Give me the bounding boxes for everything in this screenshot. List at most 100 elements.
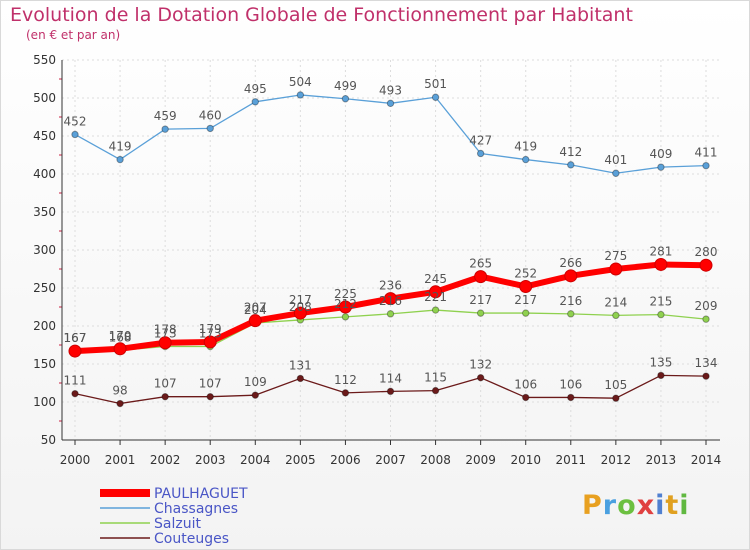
data-point-paulhaguet bbox=[338, 300, 352, 314]
data-label-chassagnes: 495 bbox=[244, 82, 267, 96]
data-point-chassagnes bbox=[431, 93, 440, 101]
data-point-salzuit bbox=[476, 309, 485, 317]
y-tick-label: 50 bbox=[41, 433, 56, 447]
data-point-salzuit bbox=[431, 306, 440, 314]
data-label-paulhaguet: 245 bbox=[424, 272, 447, 286]
data-label-couteuges: 109 bbox=[244, 375, 267, 389]
data-point-paulhaguet bbox=[203, 335, 217, 349]
data-label-chassagnes: 427 bbox=[469, 133, 492, 147]
data-point-couteuges bbox=[567, 393, 575, 402]
data-point-chassagnes bbox=[612, 169, 620, 177]
data-label-salzuit: 216 bbox=[559, 294, 582, 308]
data-label-chassagnes: 452 bbox=[64, 114, 87, 128]
x-tick-label: 2000 bbox=[60, 453, 91, 467]
x-tick-label: 2004 bbox=[240, 453, 271, 467]
data-point-couteuges bbox=[116, 399, 124, 408]
data-label-salzuit: 209 bbox=[695, 299, 718, 313]
data-point-chassagnes bbox=[161, 125, 169, 133]
data-label-couteuges: 115 bbox=[424, 371, 447, 385]
data-label-couteuges: 106 bbox=[514, 377, 537, 391]
x-tick-label: 2014 bbox=[691, 453, 722, 467]
chart-title: Evolution de la Dotation Globale de Fonc… bbox=[10, 4, 633, 26]
data-label-salzuit: 214 bbox=[604, 295, 627, 309]
data-label-chassagnes: 459 bbox=[154, 109, 177, 123]
data-label-paulhaguet: 225 bbox=[334, 287, 357, 301]
data-point-paulhaguet bbox=[248, 314, 262, 328]
x-tick-label: 2012 bbox=[601, 453, 632, 467]
data-point-chassagnes bbox=[71, 130, 79, 139]
x-tick-label: 2009 bbox=[465, 453, 496, 467]
data-label-salzuit: 208 bbox=[289, 300, 312, 314]
data-point-chassagnes bbox=[567, 161, 575, 169]
data-point-paulhaguet bbox=[474, 270, 488, 284]
logo-letter: i bbox=[655, 490, 666, 521]
data-point-couteuges bbox=[206, 392, 214, 401]
data-label-paulhaguet: 252 bbox=[514, 266, 537, 280]
data-point-paulhaguet bbox=[68, 344, 82, 358]
data-point-couteuges bbox=[476, 373, 485, 382]
data-point-salzuit bbox=[386, 310, 395, 318]
y-tick-label: 450 bbox=[33, 129, 56, 143]
y-tick-label: 200 bbox=[33, 319, 56, 333]
data-label-salzuit: 173 bbox=[154, 327, 177, 341]
logo-letter: o bbox=[617, 490, 637, 521]
data-point-salzuit bbox=[612, 311, 620, 320]
data-point-paulhaguet bbox=[113, 342, 127, 356]
data-point-couteuges bbox=[71, 389, 79, 398]
legend-label-couteuges: Couteuges bbox=[154, 531, 229, 547]
y-tick-label: 500 bbox=[33, 91, 56, 105]
data-label-salzuit: 173 bbox=[199, 327, 222, 341]
data-label-salzuit: 168 bbox=[109, 330, 132, 344]
data-point-chassagnes bbox=[702, 161, 710, 170]
data-point-paulhaguet bbox=[293, 306, 307, 320]
x-tick-label: 2007 bbox=[375, 453, 406, 467]
data-point-chassagnes bbox=[251, 98, 259, 106]
data-label-chassagnes: 412 bbox=[559, 145, 582, 159]
data-point-salzuit bbox=[522, 309, 530, 317]
data-label-chassagnes: 401 bbox=[604, 153, 627, 167]
data-label-couteuges: 105 bbox=[604, 378, 627, 392]
data-point-paulhaguet bbox=[654, 257, 668, 271]
data-label-paulhaguet: 207 bbox=[244, 301, 267, 315]
data-point-salzuit bbox=[702, 315, 710, 323]
data-label-couteuges: 135 bbox=[649, 355, 672, 369]
data-label-paulhaguet: 280 bbox=[695, 245, 718, 259]
y-tick-label: 150 bbox=[33, 357, 56, 371]
data-label-chassagnes: 493 bbox=[379, 83, 402, 97]
x-tick-label: 2001 bbox=[105, 453, 136, 467]
data-point-chassagnes bbox=[206, 124, 214, 133]
data-point-paulhaguet bbox=[429, 285, 443, 299]
data-label-paulhaguet: 265 bbox=[469, 257, 492, 271]
proxiti-logo: Proxiti bbox=[582, 490, 690, 521]
data-label-couteuges: 107 bbox=[199, 377, 222, 391]
data-point-couteuges bbox=[612, 394, 620, 402]
data-point-couteuges bbox=[386, 387, 395, 396]
data-label-couteuges: 132 bbox=[469, 358, 492, 372]
data-label-couteuges: 111 bbox=[64, 374, 87, 388]
data-label-paulhaguet: 281 bbox=[649, 244, 672, 258]
data-point-chassagnes bbox=[522, 155, 530, 164]
data-label-chassagnes: 460 bbox=[199, 108, 222, 122]
data-label-salzuit: 204 bbox=[244, 303, 267, 317]
data-label-chassagnes: 501 bbox=[424, 77, 447, 91]
data-label-paulhaguet: 170 bbox=[109, 329, 132, 343]
data-label-salzuit: 217 bbox=[514, 293, 537, 307]
data-point-paulhaguet bbox=[384, 292, 397, 306]
data-point-paulhaguet bbox=[699, 258, 713, 272]
data-label-chassagnes: 504 bbox=[289, 75, 312, 89]
x-tick-label: 2003 bbox=[195, 453, 226, 467]
data-point-couteuges bbox=[296, 374, 305, 383]
data-label-chassagnes: 411 bbox=[695, 146, 718, 160]
chart-subtitle: (en € et par an) bbox=[26, 28, 121, 42]
data-label-couteuges: 114 bbox=[379, 371, 402, 385]
y-tick-label: 250 bbox=[33, 281, 56, 295]
data-label-couteuges: 106 bbox=[559, 377, 582, 391]
legend-label-chassagnes: Chassagnes bbox=[154, 501, 238, 517]
data-label-chassagnes: 419 bbox=[514, 140, 537, 154]
data-label-chassagnes: 499 bbox=[334, 79, 357, 93]
data-point-couteuges bbox=[657, 371, 665, 380]
y-tick-label: 100 bbox=[33, 395, 56, 409]
data-point-paulhaguet bbox=[564, 269, 578, 283]
